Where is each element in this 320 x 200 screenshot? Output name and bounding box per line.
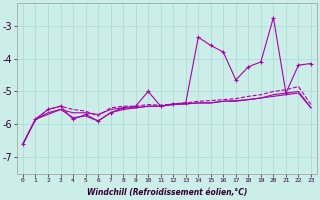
X-axis label: Windchill (Refroidissement éolien,°C): Windchill (Refroidissement éolien,°C) (87, 188, 247, 197)
